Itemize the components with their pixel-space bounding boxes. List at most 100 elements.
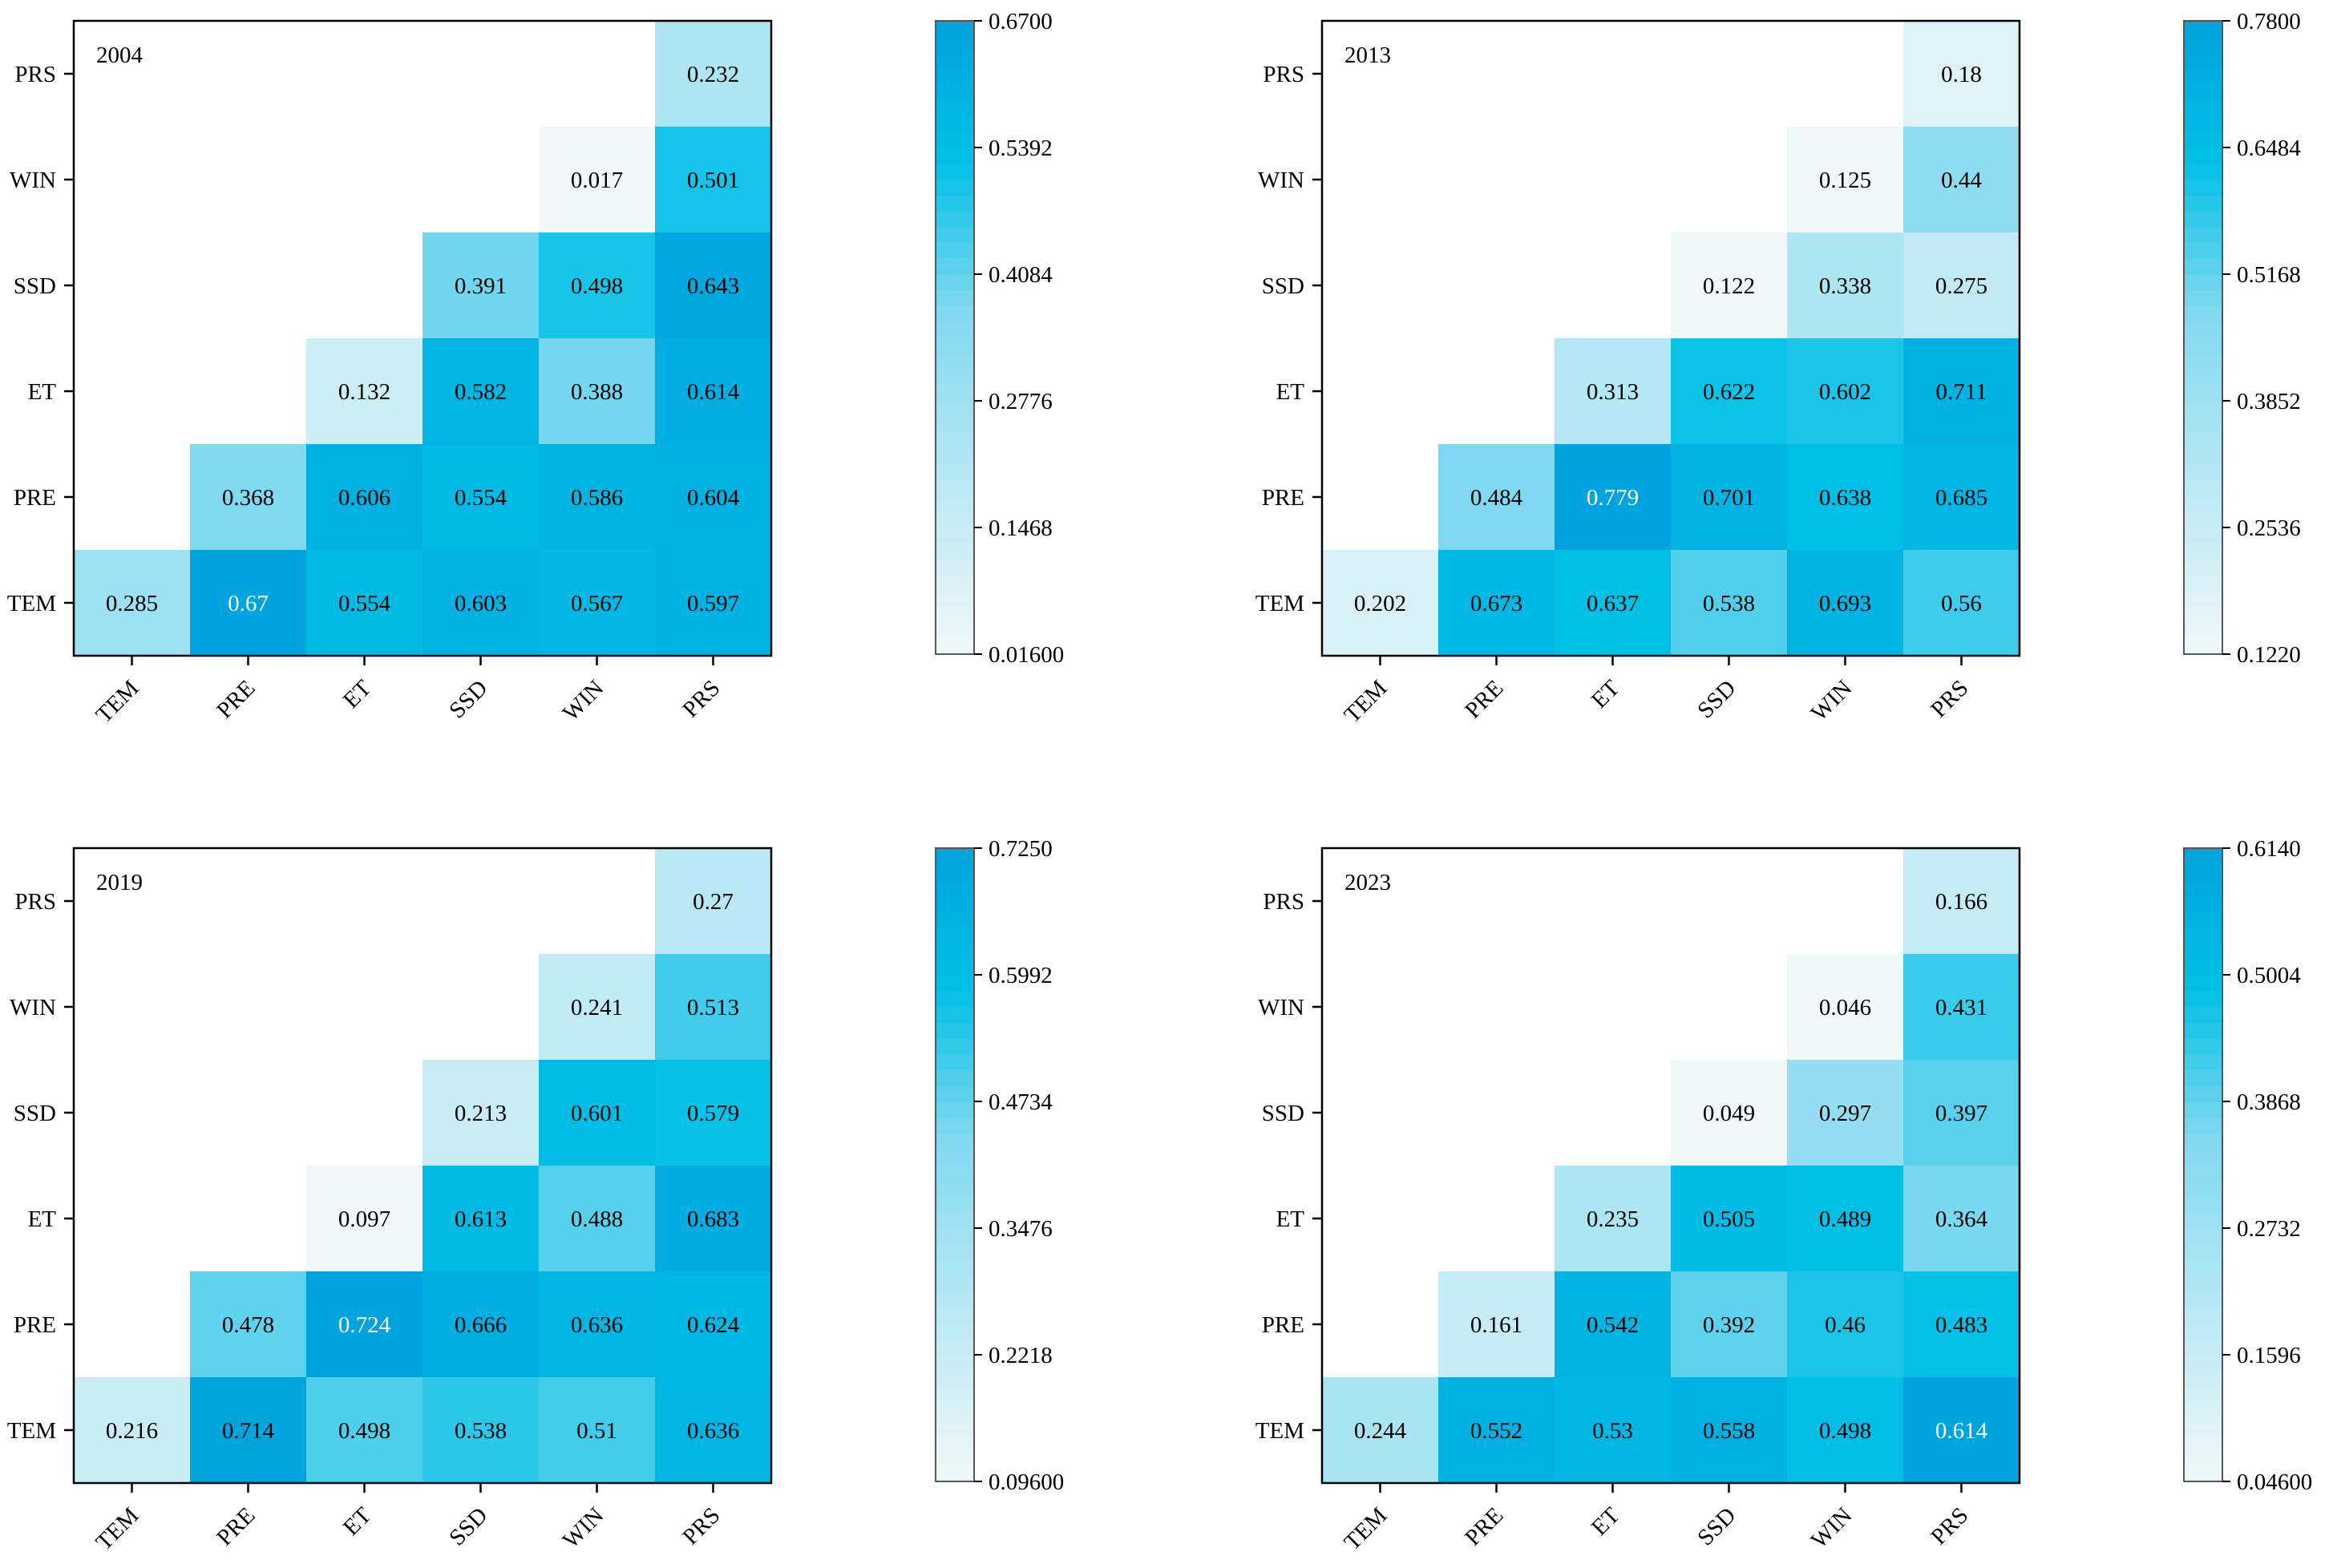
colorbar-segment [936,148,974,164]
colorbar-segment [936,1133,974,1150]
cell-value-label: 0.603 [455,591,507,616]
x-tick-label: PRE [1460,1502,1508,1550]
heatmap-cell [1671,338,1788,445]
heatmap-cell [423,1166,540,1272]
colorbar-segment [2184,1038,2222,1055]
colorbar-segment [2184,131,2222,148]
colorbar-segment [936,1212,974,1229]
colorbar-segment [2184,895,2222,912]
colorbar-segment [936,84,974,101]
colorbar-segment [2184,337,2222,354]
cell-value-label: 0.46 [1825,1312,1866,1338]
colorbar-segment [936,321,974,338]
colorbar-segment [936,337,974,354]
heatmap-cell [539,338,656,445]
colorbar-segment [936,68,974,85]
colorbar-segment [2184,432,2222,449]
colorbar-segment [936,448,974,465]
heatmap-cell [539,1166,656,1272]
colorbar-segment [936,401,974,418]
y-tick-label: SSD [14,1101,56,1126]
cell-value-label: 0.597 [687,591,739,616]
colorbar-segment [2184,559,2222,576]
y-tick-label: PRE [14,1312,56,1338]
heatmap-cell [306,444,423,551]
colorbar-tick-label: 0.6484 [2237,135,2301,161]
x-tick-label: ET [338,1502,377,1541]
colorbar-segment [2184,464,2222,481]
colorbar-segment [936,274,974,291]
colorbar-segment [2184,1339,2222,1356]
colorbar-segment [936,575,974,592]
heatmap-panel-2013: 0.18 0.125 0.44 0.122 0.338 0.275 0.313 0.622 0.… [1255,9,2301,728]
cell-value-label: 0.613 [455,1206,507,1232]
heatmap-panel-2023: 0.166 0.046 0.431 0.049 0.297 0.397 0.235 0.505… [1255,836,2312,1555]
heatmap-cell [539,444,656,551]
plot-frame [1320,19,2021,657]
colorbar-segment [2184,848,2222,865]
colorbar-segment [936,242,974,259]
cell-value-label: 0.498 [338,1418,390,1444]
heatmap-cell [1671,550,1788,657]
colorbar-segment [936,211,974,228]
colorbar-segment [936,927,974,944]
heatmap-cell [1555,1166,1672,1272]
heatmap-cell [423,1377,540,1484]
colorbar-segment [936,305,974,322]
cell-value-label: 0.724 [338,1312,391,1338]
heatmap-cell [539,127,656,233]
x-tick-label: TEM [1340,1502,1393,1555]
heatmap-cell [1671,1377,1788,1484]
x-tick-label: PRS [677,1502,725,1550]
colorbar-segment [2184,1418,2222,1435]
colorbar-segment [936,559,974,576]
colorbar-segment [2184,479,2222,497]
heatmap-cell [1671,1271,1788,1378]
colorbar-segment [2184,1022,2222,1039]
heatmap-cell [1903,338,2020,445]
cell-value-label: 0.44 [1941,168,1982,193]
heatmap-cell [1787,954,1904,1061]
heatmap-cell [1903,1377,2020,1484]
colorbar-segment [936,1243,974,1261]
colorbar-segment [936,1196,974,1213]
colorbar-segment [2184,1355,2222,1372]
heatmap-cell [655,1377,772,1484]
panel-title: 2019 [96,870,143,895]
heatmap-cell [1787,1271,1904,1378]
x-tick-label: WIN [1806,675,1858,726]
cell-value-label: 0.636 [571,1312,623,1338]
colorbar-segment [2184,84,2222,101]
cell-value-label: 0.567 [571,591,623,616]
heatmap-cell [1322,550,1439,657]
colorbar-segment [2184,179,2222,196]
plot-frame [72,847,773,1485]
heatmap-cell [1555,1377,1672,1484]
colorbar-segment [2184,575,2222,592]
y-tick-label: PRE [1262,1312,1304,1338]
heatmap-cell [539,1060,656,1166]
heatmap-cell [423,1060,540,1166]
heatmap-cell [306,338,423,445]
cell-value-label: 0.364 [1935,1206,1988,1232]
colorbar-tick-label: 0.5392 [989,135,1053,161]
colorbar-segment [936,1291,974,1308]
colorbar-segment [2184,115,2222,132]
cell-value-label: 0.51 [576,1418,617,1444]
colorbar-segment [936,1085,974,1102]
colorbar-segment [2184,943,2222,960]
colorbar-tick-label: 0.04600 [2237,1469,2312,1495]
colorbar-tick-label: 0.5992 [989,963,1053,988]
heatmap-cell [1787,127,1904,233]
heatmap-cell [655,21,772,127]
heatmap-cell [655,1271,772,1378]
y-tick-label: PRS [14,62,56,87]
cell-value-label: 0.542 [1587,1312,1639,1338]
heatmap-cell [190,1377,307,1484]
y-tick-label: SSD [14,273,56,299]
colorbar-tick-label: 0.3868 [2237,1089,2301,1115]
x-tick-label: TEM [91,1502,144,1555]
heatmap-cell [1671,232,1788,339]
cell-value-label: 0.552 [1470,1418,1522,1444]
